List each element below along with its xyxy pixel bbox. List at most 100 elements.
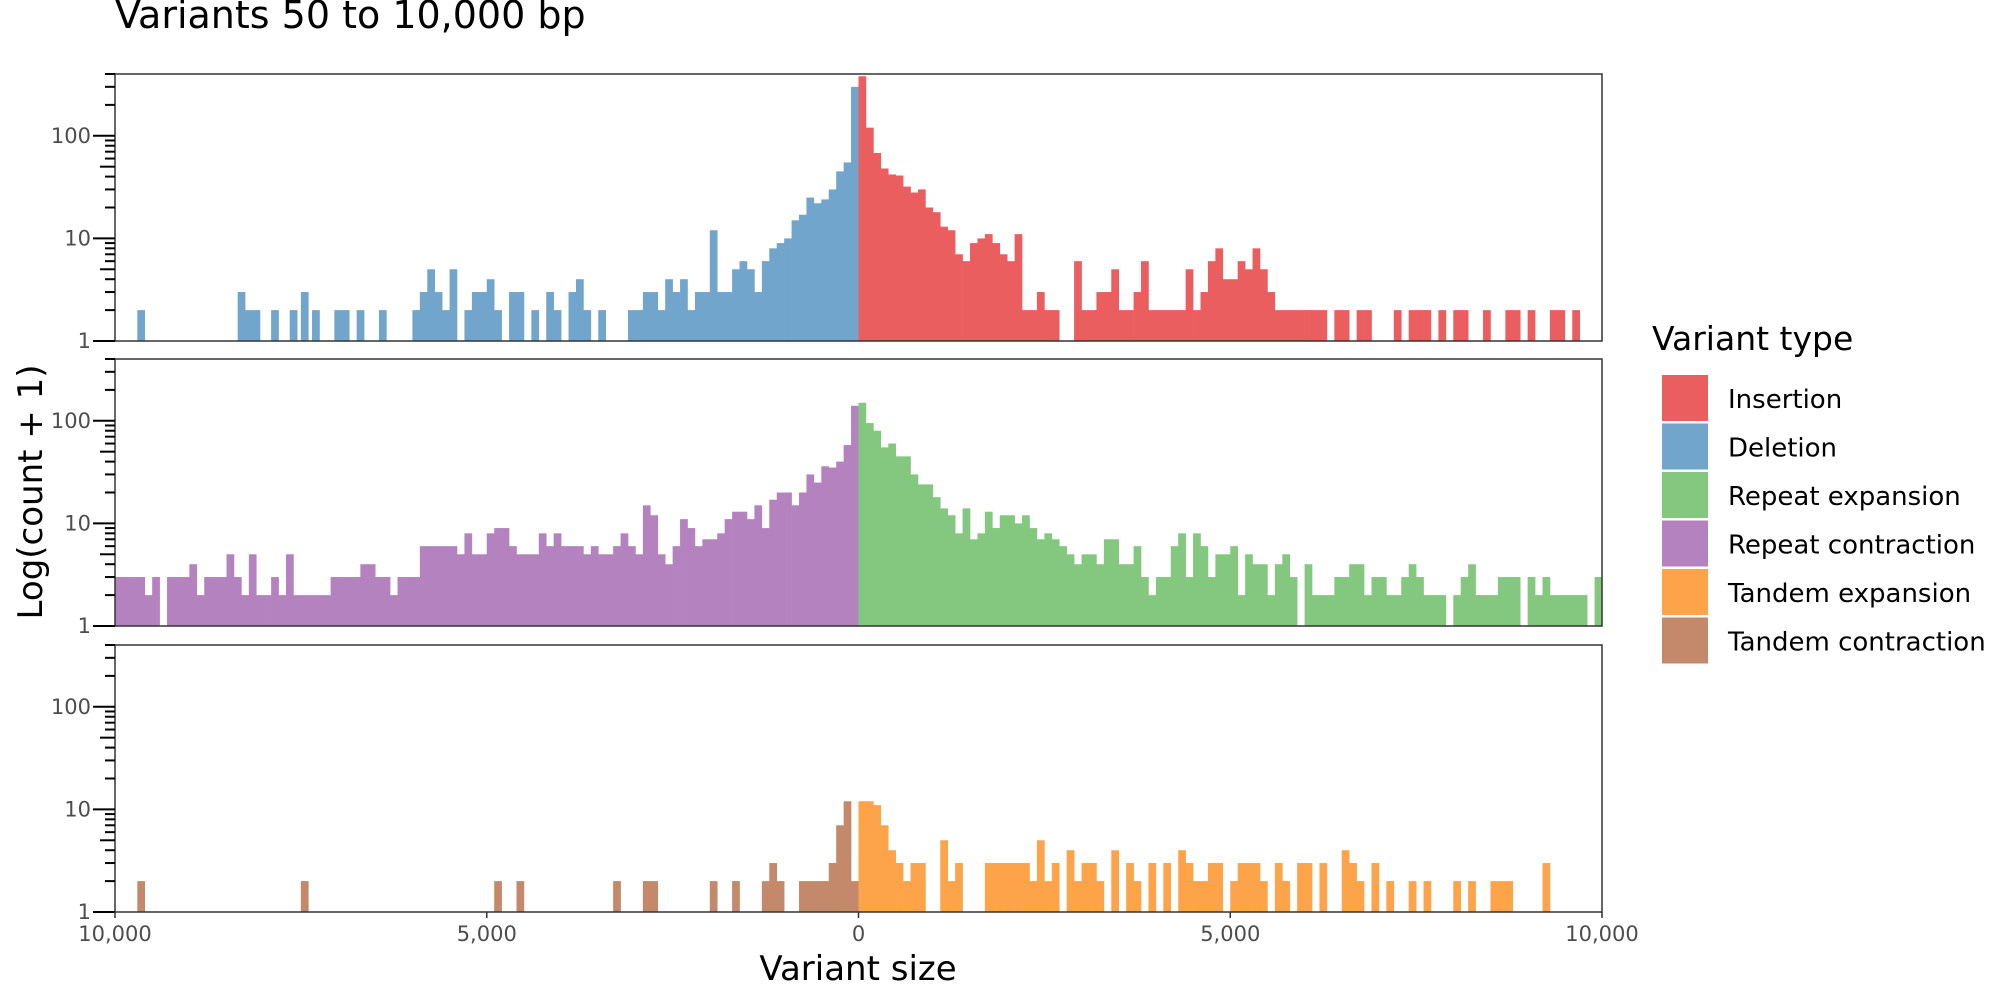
bar [1289, 310, 1298, 341]
bar [1193, 310, 1201, 341]
bar [1505, 577, 1514, 626]
bar [1237, 261, 1246, 341]
bar [1111, 850, 1120, 912]
bar [412, 310, 421, 341]
bar [356, 310, 365, 341]
bar [1483, 595, 1491, 626]
bar [1193, 881, 1201, 912]
legend-label: Insertion [1728, 385, 1842, 415]
bar [1564, 595, 1573, 626]
bar [1126, 863, 1134, 912]
bar [1007, 515, 1015, 626]
bar [1297, 310, 1305, 341]
bar [1200, 881, 1209, 912]
bar [115, 577, 123, 626]
legend-label: Repeat expansion [1728, 482, 1961, 512]
bar [843, 445, 852, 626]
x-tick-label: 0 [852, 922, 865, 946]
bar [1468, 564, 1476, 626]
bar [1312, 595, 1320, 626]
bar [806, 474, 815, 626]
bar [947, 230, 956, 341]
bar [1393, 595, 1402, 626]
bar [1349, 863, 1357, 912]
bar [739, 261, 748, 341]
bar [1386, 881, 1395, 912]
bar [1044, 881, 1053, 912]
bar [799, 492, 807, 626]
bar [1029, 881, 1038, 912]
bar [1155, 310, 1164, 341]
bar [784, 238, 792, 341]
bar [828, 189, 837, 341]
bar [1304, 310, 1313, 341]
bar [776, 881, 785, 912]
bar [858, 402, 867, 626]
bar [1289, 577, 1298, 626]
bar [516, 554, 525, 626]
bar [1074, 261, 1082, 341]
bar [245, 310, 253, 341]
bar [1126, 310, 1134, 341]
bar [1081, 554, 1090, 626]
bar [836, 825, 844, 912]
bar [1356, 310, 1365, 341]
bar [732, 511, 740, 626]
bar [1579, 595, 1588, 626]
bar [1207, 261, 1216, 341]
y-tick-label: 100 [51, 695, 91, 719]
bar [903, 186, 911, 341]
bar [940, 508, 949, 626]
bar [1088, 554, 1097, 626]
bar [917, 863, 926, 912]
bar [1148, 310, 1157, 341]
bar [486, 279, 495, 341]
bar [278, 595, 287, 626]
bar [828, 863, 837, 912]
bar [1505, 310, 1514, 341]
y-axis-1: 1 10 100 [51, 73, 115, 353]
bar [865, 127, 874, 342]
bar [1423, 595, 1432, 626]
bar [940, 840, 949, 912]
bar [427, 546, 436, 626]
bar [694, 292, 703, 341]
bar [620, 533, 629, 626]
bar [1200, 546, 1209, 626]
bar [1542, 577, 1551, 626]
bar [992, 528, 1001, 626]
bar [761, 881, 770, 912]
bar [895, 175, 904, 341]
bar [687, 310, 696, 341]
bar [312, 310, 320, 341]
bar [1356, 881, 1365, 912]
bar [836, 461, 844, 626]
bar [1044, 310, 1053, 341]
bar [129, 577, 138, 626]
bar [308, 595, 317, 626]
bar [910, 192, 919, 341]
bar [821, 466, 830, 626]
bar [1178, 850, 1186, 912]
bar [784, 492, 792, 626]
bar [709, 881, 718, 912]
bar [341, 310, 350, 341]
bar [137, 881, 146, 912]
legend-swatch [1662, 569, 1708, 615]
bar [360, 564, 369, 626]
bar [962, 261, 971, 341]
legend-label: Tandem contraction [1727, 628, 1986, 658]
bar [657, 554, 666, 626]
bar [984, 511, 993, 626]
bar [828, 467, 837, 626]
bar [1274, 564, 1283, 626]
bar [494, 528, 502, 626]
panels-area: 1 10 100 1 10 100 1 10 100 [51, 73, 1603, 924]
bar [412, 577, 421, 626]
bar [605, 554, 614, 626]
y-tick-label: 1 [78, 614, 91, 638]
bar [1319, 310, 1328, 341]
bar [1453, 310, 1462, 341]
bar [999, 863, 1008, 912]
bar [769, 499, 778, 626]
